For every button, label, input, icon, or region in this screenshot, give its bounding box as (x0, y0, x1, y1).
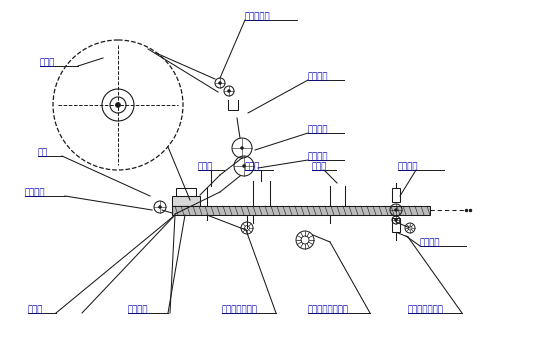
Text: 橡胶滚筒: 橡胶滚筒 (308, 152, 329, 161)
Text: 拉纸鼓: 拉纸鼓 (198, 162, 213, 171)
Bar (180, 206, 192, 212)
Text: 制袋器: 制袋器 (28, 305, 43, 314)
Text: 上横封刀: 上横封刀 (398, 162, 418, 171)
Text: 压紧轮开合手柄: 压紧轮开合手柄 (408, 305, 444, 314)
Circle shape (158, 205, 162, 208)
Circle shape (394, 208, 398, 211)
Text: 下横封刀: 下横封刀 (420, 238, 440, 247)
Bar (172, 206, 430, 215)
Text: 加热板: 加热板 (245, 162, 260, 171)
Text: 导膜电眼: 导膜电眼 (308, 72, 329, 81)
Circle shape (243, 165, 245, 168)
Bar (176, 188, 196, 196)
Text: 主动滚筒: 主动滚筒 (308, 125, 329, 134)
Bar (392, 188, 400, 202)
Text: 拨杆滚筒: 拨杆滚筒 (25, 188, 45, 197)
Text: 压紧轮: 压紧轮 (312, 162, 327, 171)
Text: 打码机滚筒: 打码机滚筒 (245, 12, 270, 21)
Text: 压紧轮速调节手轮: 压紧轮速调节手轮 (308, 305, 349, 314)
Circle shape (240, 147, 244, 150)
Circle shape (394, 219, 398, 221)
Text: 包膜卷: 包膜卷 (40, 58, 55, 67)
Circle shape (115, 102, 121, 107)
Circle shape (218, 82, 222, 85)
Bar (392, 218, 400, 232)
Text: 包装产品: 包装产品 (128, 305, 148, 314)
Circle shape (228, 89, 230, 92)
Text: 拉纸鼓开合手柄: 拉纸鼓开合手柄 (222, 305, 258, 314)
Text: 包膜: 包膜 (38, 148, 48, 157)
Bar (172, 196, 200, 206)
